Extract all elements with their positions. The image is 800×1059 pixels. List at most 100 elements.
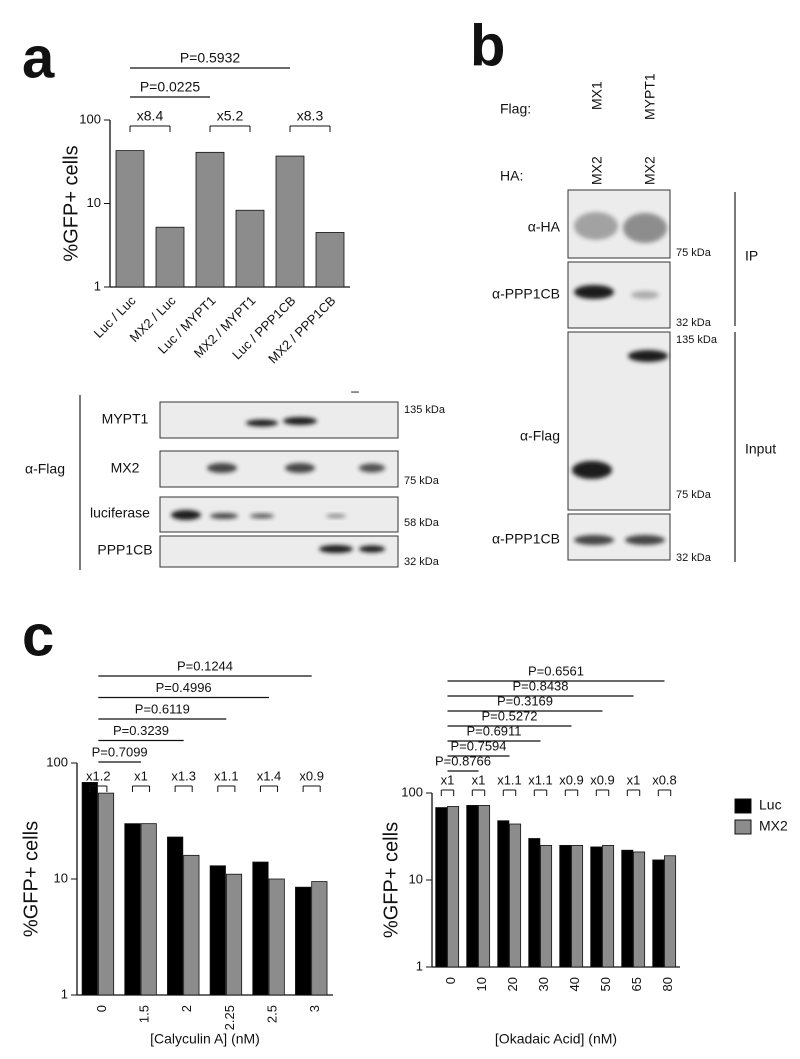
- p-value: P=0.7099: [92, 744, 148, 759]
- blot-strip: [159, 535, 399, 568]
- bar: [315, 232, 345, 288]
- lane-label: MYPT1: [642, 73, 658, 120]
- bar: [252, 861, 269, 996]
- band: [319, 545, 353, 553]
- band: [326, 514, 346, 518]
- x-tick-label: 2.5: [264, 1005, 279, 1023]
- band: [574, 285, 614, 299]
- bar: [447, 806, 460, 968]
- x-tick-label: 65: [629, 977, 644, 991]
- marker-label: 75 kDa: [676, 489, 712, 501]
- fold-change: x1.1: [528, 772, 553, 787]
- bar: [124, 823, 141, 996]
- p-value: P=0.1244: [177, 658, 233, 673]
- p-value: P=0.6561: [528, 663, 584, 678]
- p-value: P=0.3169: [497, 693, 553, 708]
- p-value: P=0.0225: [140, 79, 201, 95]
- y-tick-label: 1: [61, 986, 68, 1001]
- band: [574, 535, 614, 545]
- bar: [528, 838, 541, 968]
- fold-change: x0.9: [559, 772, 584, 787]
- y-tick-label: 100: [46, 754, 68, 769]
- flag-label: Flag:: [500, 101, 531, 117]
- bar: [81, 782, 98, 996]
- fold-change: x5.2: [217, 108, 244, 124]
- bar: [621, 849, 634, 968]
- p-value: P=0.8766: [435, 753, 491, 768]
- p-value: P=0.5932: [180, 50, 241, 66]
- bar: [540, 844, 553, 968]
- p-value: P=0.5272: [481, 708, 537, 723]
- marker-label: 75 kDa: [676, 247, 712, 259]
- antibody-label: α-Flag: [25, 461, 65, 477]
- bar: [466, 805, 479, 968]
- fold-change: x1: [441, 772, 455, 787]
- fold-change: x1.2: [86, 768, 111, 783]
- y-tick-label: 100: [401, 784, 423, 799]
- blot-a: α-Flag – MYPT1 MX2 luciferase PPP1CB 135…: [25, 383, 446, 570]
- band: [283, 417, 317, 425]
- bar: [235, 209, 265, 288]
- y-axis-label: %GFP+ cells: [20, 821, 42, 937]
- row-label: MYPT1: [102, 411, 149, 427]
- bar: [275, 155, 305, 288]
- legend-label: MX2: [759, 818, 788, 834]
- band: [207, 463, 237, 473]
- group-label: IP: [745, 248, 758, 264]
- bar: [497, 820, 510, 968]
- band: [572, 461, 612, 479]
- p-value: P=0.8438: [512, 678, 568, 693]
- fold-change: x0.9: [590, 772, 615, 787]
- p-value: P=0.6911: [466, 723, 521, 738]
- x-tick-label: 30: [536, 977, 551, 991]
- bar: [97, 792, 115, 996]
- x-tick-label: 40: [567, 977, 582, 991]
- legend-swatch: [734, 798, 752, 814]
- band: [623, 213, 667, 243]
- row-label: α-PPP1CB: [492, 531, 560, 547]
- band: [628, 350, 668, 362]
- band: [574, 212, 618, 240]
- x-tick-label: 80: [660, 977, 675, 991]
- y-tick-label: 10: [54, 870, 68, 885]
- legend-swatch: [734, 819, 752, 835]
- marker-label: 32 kDa: [676, 317, 712, 329]
- panel-letter: a: [22, 25, 55, 90]
- band: [359, 545, 385, 553]
- y-tick-label: 10: [87, 195, 101, 210]
- fold-change: x8.4: [137, 108, 164, 124]
- bar: [311, 881, 328, 996]
- fold-change: x1: [472, 772, 486, 787]
- bar: [571, 844, 584, 968]
- marker-label: 32 kDa: [676, 552, 712, 564]
- band: [625, 535, 665, 545]
- row-label: α-Flag: [520, 428, 560, 444]
- bar: [509, 823, 522, 968]
- x-tick-label: 2: [179, 1005, 194, 1012]
- panel-letter: c: [22, 603, 54, 668]
- y-tick-label: 1: [416, 958, 423, 973]
- y-tick-label: 10: [409, 871, 423, 886]
- bar: [195, 151, 225, 288]
- bar: [115, 150, 145, 288]
- x-tick-label: 0: [443, 977, 458, 984]
- y-axis-label: %GFP+ cells: [380, 822, 402, 938]
- bar: [167, 836, 184, 996]
- lane-label: MX2: [642, 156, 658, 185]
- fold-change: x1.1: [497, 772, 522, 787]
- fold-change: x8.3: [297, 108, 324, 124]
- x-tick-label: 3: [307, 1005, 322, 1012]
- p-value: P=0.4996: [156, 680, 212, 695]
- lane-label: MX1: [589, 81, 605, 110]
- marker-label: 135 kDa: [404, 404, 446, 416]
- panel-letter: b: [470, 13, 505, 78]
- bar: [435, 807, 448, 968]
- row-label: MX2: [111, 460, 140, 476]
- bar: [664, 855, 677, 968]
- y-axis-label: %GFP+ cells: [60, 145, 82, 261]
- bar: [559, 844, 572, 968]
- blot-b: Flag: HA: MX1 MYPT1 MX2 MX2 α-HA α-PPP1C…: [492, 73, 776, 564]
- band: [359, 463, 385, 473]
- bar: [652, 859, 665, 968]
